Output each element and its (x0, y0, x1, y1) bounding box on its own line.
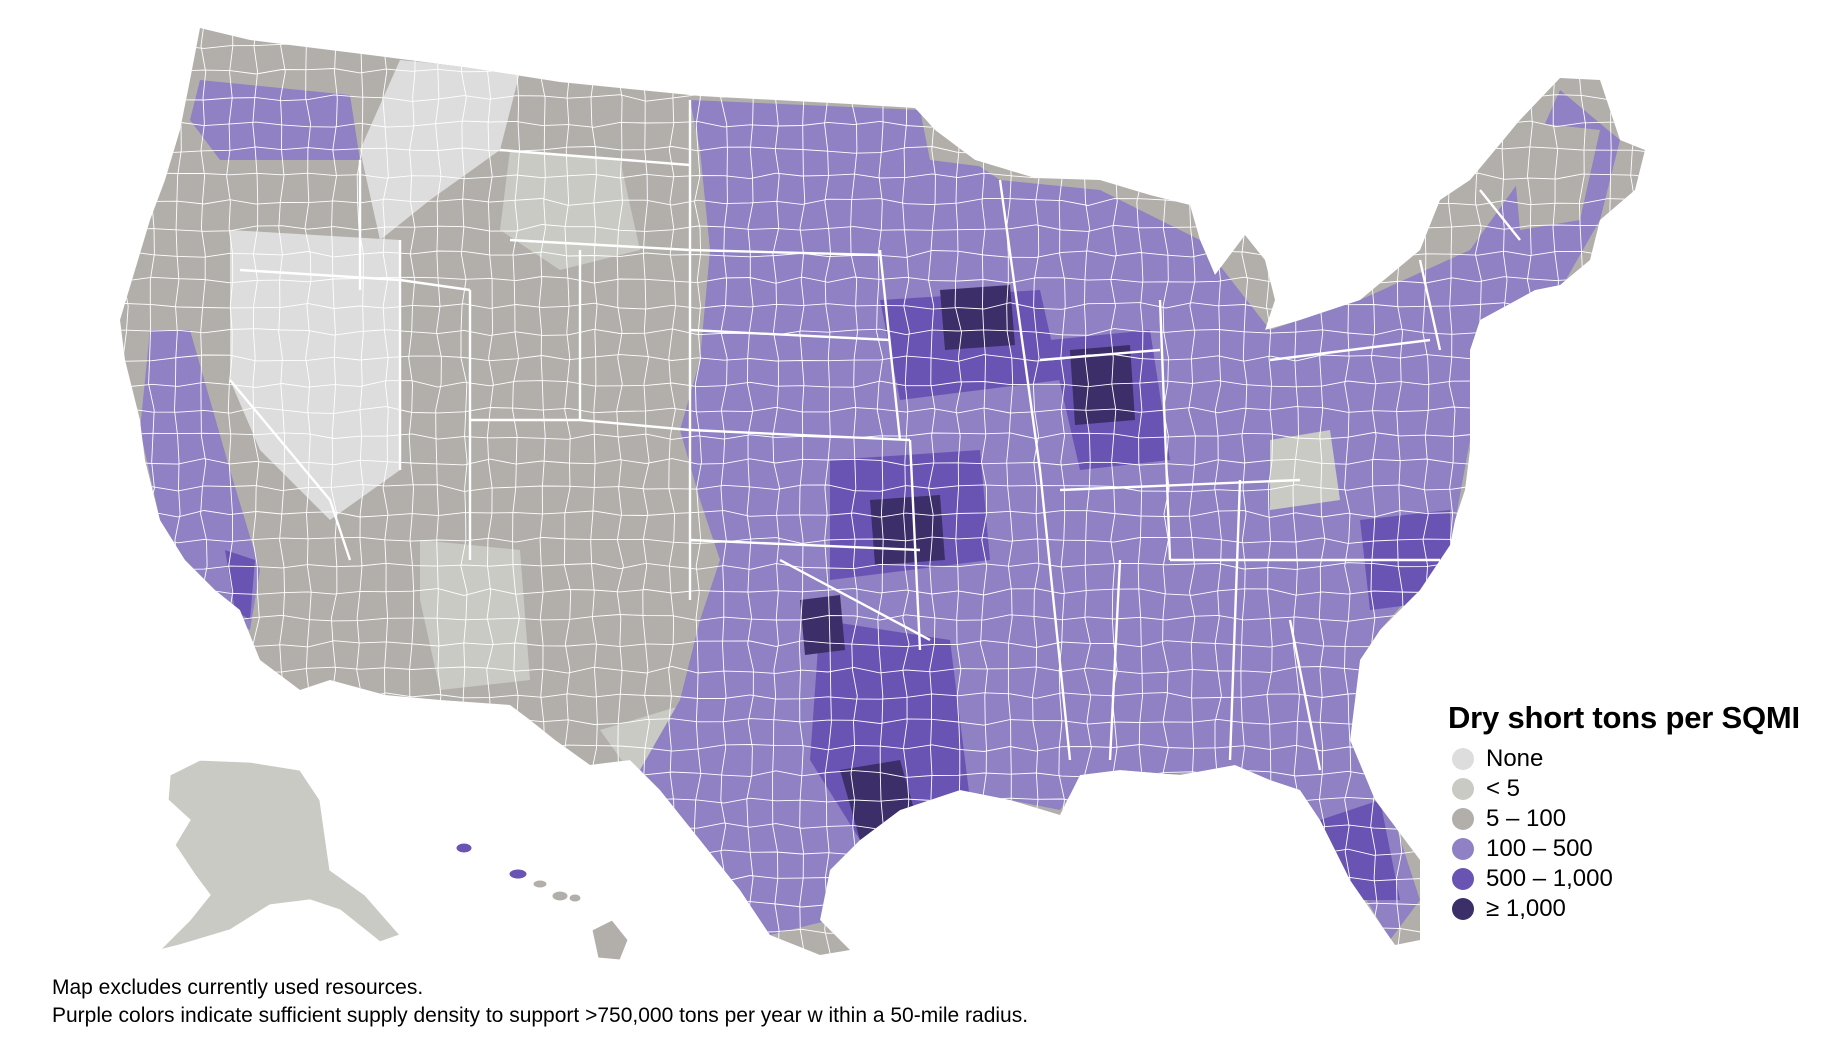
region-iowa-darkest (940, 285, 1015, 350)
legend-swatch (1452, 868, 1474, 890)
county-border-line (120, 406, 1645, 414)
county-border-line (746, 28, 754, 955)
region-socal-purple (225, 550, 255, 620)
county-border-line (120, 536, 1645, 544)
legend-item: None (1448, 744, 1800, 774)
state-borders (229, 100, 1521, 771)
county-border-line (120, 354, 1645, 362)
legend-label: 100 – 500 (1486, 835, 1593, 862)
legend-swatch (1452, 808, 1474, 830)
legend-swatch (1452, 778, 1474, 800)
legend-label: 500 – 1,000 (1486, 865, 1613, 892)
footnote-line-2: Purple colors indicate sufficient supply… (52, 1004, 1029, 1027)
footnote-line-1: Map excludes currently used resources. (52, 976, 424, 999)
region-kansas-darkest (870, 495, 945, 565)
legend-swatch (1452, 898, 1474, 920)
county-border-line (120, 328, 1645, 336)
county-border-line (120, 848, 1645, 856)
county-border-line (798, 28, 806, 955)
county-border-line (120, 276, 1645, 284)
county-border-line (120, 380, 1645, 388)
county-border-line (120, 952, 1645, 955)
county-border-line (122, 28, 130, 955)
county-border-line (120, 926, 1645, 934)
legend-item: < 5 (1448, 774, 1800, 804)
legend-label: < 5 (1486, 775, 1521, 802)
county-border-line (120, 42, 1645, 50)
hawaii-shape (455, 842, 629, 961)
legend-label: None (1486, 745, 1544, 772)
county-border-line (694, 28, 702, 955)
legend-label: 5 – 100 (1486, 805, 1567, 832)
legend-title: Dry short tons per SQMI (1448, 700, 1800, 735)
county-border-line (720, 28, 728, 955)
county-border-line (668, 28, 676, 955)
region-oklahoma-darkest (800, 595, 845, 655)
legend-item: ≥ 1,000 (1448, 894, 1800, 924)
legend-item: 500 – 1,000 (1448, 864, 1800, 894)
legend-item: 100 – 500 (1448, 834, 1800, 864)
region-florida-dark (1320, 800, 1400, 900)
county-border-line (120, 458, 1645, 466)
region-arizona-light (420, 540, 530, 690)
legend-label: ≥ 1,000 (1486, 895, 1566, 922)
legend-items: None < 5 5 – 100 100 – 500 500 – 1,000 ≥ 1,00… (1448, 744, 1800, 924)
county-border-line (772, 28, 780, 955)
legend-swatch (1452, 748, 1474, 770)
legend-swatch (1452, 838, 1474, 860)
county-border-line (120, 562, 1645, 570)
county-border-line (824, 28, 832, 955)
county-border-line (120, 588, 1645, 596)
region-wyoming-light (500, 150, 640, 270)
map-footnote: Map excludes currently used resources. P… (52, 974, 1028, 1030)
county-border-line (902, 28, 910, 955)
county-border-line (876, 28, 884, 955)
county-border-line (850, 28, 858, 955)
region-appalachia-gray (1270, 430, 1340, 510)
region-fills (97, 17, 1660, 956)
legend-item: 5 – 100 (1448, 804, 1800, 834)
county-border-line (100, 17, 1660, 24)
region-washington-purple (190, 80, 360, 160)
county-border-line (120, 302, 1645, 310)
region-great-basin (230, 230, 400, 520)
alaska-shape (158, 759, 402, 952)
county-border-line (120, 484, 1645, 492)
map-legend: Dry short tons per SQMI None < 5 5 – 100 10… (1448, 700, 1800, 924)
county-border-line (97, 20, 103, 956)
county-border-line (120, 510, 1645, 518)
county-border-line (928, 28, 936, 955)
